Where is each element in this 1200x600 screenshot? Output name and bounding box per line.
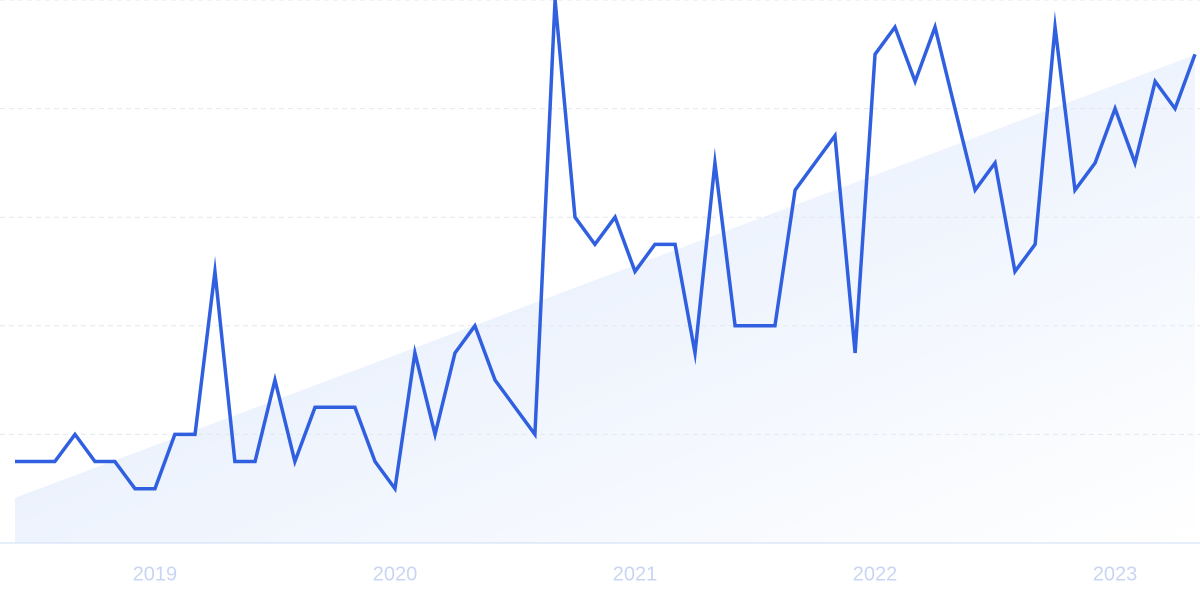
x-tick-label: 2022 (853, 563, 898, 585)
x-tick-label: 2020 (373, 563, 418, 585)
x-tick-label: 2023 (1093, 563, 1138, 585)
line (15, 0, 1197, 494)
x-tick-label: 2019 (133, 563, 178, 585)
trend-area (15, 54, 1195, 544)
x-tick-label: 2021 (613, 563, 658, 585)
